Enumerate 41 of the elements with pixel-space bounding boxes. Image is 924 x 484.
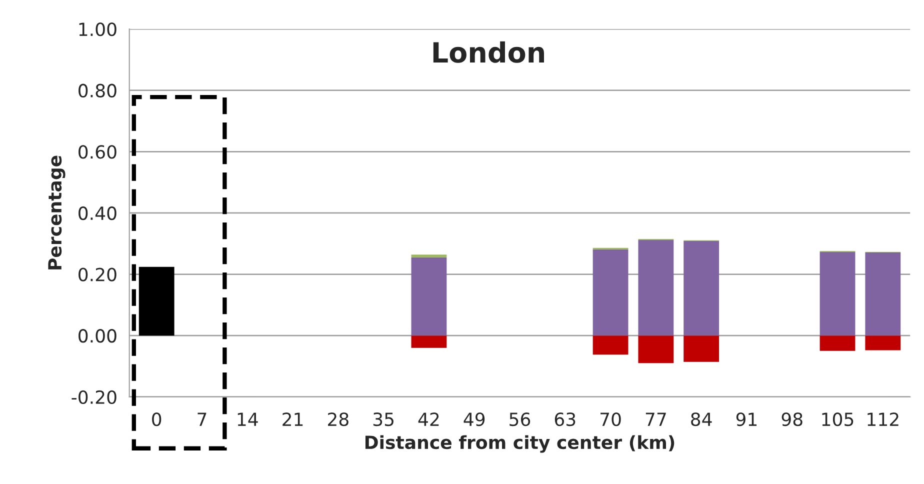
x-tick-label: 21 [282, 412, 303, 426]
y-tick-label: 0.60 [78, 145, 116, 159]
x-tick-label: 0 [152, 412, 162, 426]
bar [411, 257, 447, 336]
x-tick-label: 91 [736, 412, 757, 426]
x-tick-label: 14 [238, 412, 258, 426]
y-tick-label: 0.20 [78, 268, 116, 282]
bar [865, 336, 901, 350]
x-tick-label: 70 [600, 412, 621, 426]
x-tick-label: 105 [822, 412, 854, 426]
bar [411, 254, 447, 258]
x-tick-label: 49 [464, 412, 485, 426]
x-tick-label: 63 [554, 412, 576, 426]
y-tick-label: -0.20 [72, 390, 116, 404]
bar [684, 336, 720, 362]
y-tick-label: 0.80 [78, 84, 116, 98]
y-tick-label: 0.40 [78, 206, 116, 220]
x-tick-label: 28 [328, 412, 348, 426]
bar [820, 252, 856, 336]
bar [684, 240, 720, 336]
y-tick-label: 1.00 [79, 22, 116, 36]
x-tick-label: 77 [646, 412, 666, 426]
x-tick-label: 112 [868, 412, 898, 426]
bar [138, 266, 174, 336]
y-tick-label: 0.00 [78, 329, 116, 343]
x-tick-label: 35 [373, 412, 394, 426]
x-tick-label: 98 [782, 412, 802, 426]
bar [820, 336, 856, 351]
x-tick-label: 84 [691, 412, 712, 426]
bar [638, 336, 674, 364]
bar [592, 249, 628, 336]
bar [592, 336, 628, 355]
bar [865, 252, 901, 336]
bar [411, 336, 447, 348]
bar [638, 240, 674, 336]
x-tick-label: 7 [198, 412, 206, 426]
x-axis-title: Distance from city center (km) [365, 435, 674, 453]
chart-title: London [433, 41, 544, 63]
x-tick-label: 42 [418, 412, 439, 426]
x-tick-label: 56 [510, 412, 530, 426]
y-axis-title: Percentage [48, 156, 66, 270]
